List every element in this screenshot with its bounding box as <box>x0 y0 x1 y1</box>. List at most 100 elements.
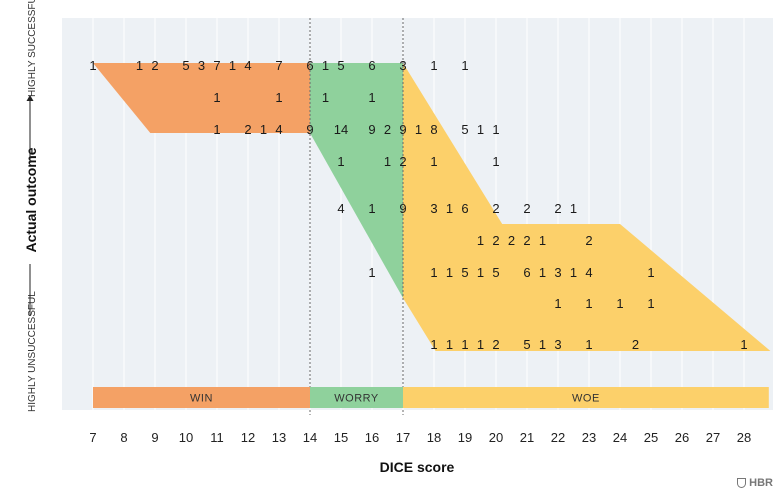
x-tick-label: 28 <box>737 430 751 445</box>
count-label: 1 <box>384 154 391 169</box>
count-label: 5 <box>182 58 189 73</box>
count-label: 1 <box>368 201 375 216</box>
x-tick-label: 20 <box>489 430 503 445</box>
count-label: 2 <box>492 233 499 248</box>
count-label: 6 <box>461 201 468 216</box>
count-label: 2 <box>399 154 406 169</box>
count-label: 2 <box>554 201 561 216</box>
x-tick-label: 26 <box>675 430 689 445</box>
x-tick-label: 21 <box>520 430 534 445</box>
count-label: 1 <box>492 122 499 137</box>
x-tick-label: 7 <box>89 430 96 445</box>
count-label: 5 <box>523 337 530 352</box>
woe-zone-shape <box>403 63 771 351</box>
count-label: 1 <box>260 122 267 137</box>
count-label: 4 <box>275 122 282 137</box>
data-cells: 1 1 2 5 3 7 1 4 7 6 1 5 6 3 1 11 1 1 11 2 1 4 9 14 9 2 9 1 8 5 1 11 1 2 1 1… <box>89 58 747 352</box>
brand-logo: HBR <box>737 477 773 489</box>
count-label: 1 <box>322 90 329 105</box>
count-label: 1 <box>430 154 437 169</box>
count-label: 5 <box>461 122 468 137</box>
x-tick-label: 8 <box>120 430 127 445</box>
count-label: 2 <box>492 337 499 352</box>
x-tick-label: 11 <box>210 430 224 445</box>
count-label: 1 <box>585 337 592 352</box>
count-label: 1 <box>647 296 654 311</box>
count-label: 1 <box>322 58 329 73</box>
x-tick-label: 25 <box>644 430 658 445</box>
x-tick-label: 19 <box>458 430 472 445</box>
count-label: 1 <box>136 58 143 73</box>
count-label: 3 <box>198 58 205 73</box>
count-label: 5 <box>461 265 468 280</box>
count-label: 2 <box>508 233 515 248</box>
count-label: 1 <box>539 233 546 248</box>
count-label: 9 <box>306 122 313 137</box>
count-label: 1 <box>461 58 468 73</box>
x-axis-title: DICE score <box>380 459 455 475</box>
x-tick-label: 12 <box>241 430 255 445</box>
count-label: 7 <box>213 58 220 73</box>
count-label: 1 <box>740 337 747 352</box>
shield-icon <box>737 478 747 488</box>
zone-label-woe: WOE <box>572 393 600 405</box>
count-label: 8 <box>430 122 437 137</box>
count-label: 1 <box>275 90 282 105</box>
count-label: 1 <box>585 296 592 311</box>
x-tick-label: 22 <box>551 430 565 445</box>
count-label: 1 <box>539 337 546 352</box>
count-label: 2 <box>244 122 251 137</box>
zone-bar-woe <box>403 387 769 408</box>
count-label: 3 <box>554 337 561 352</box>
count-label: 6 <box>306 58 313 73</box>
count-label: 5 <box>337 58 344 73</box>
zone-bar-win <box>93 387 310 408</box>
worry-zone-shape <box>310 63 403 298</box>
count-label: 1 <box>415 122 422 137</box>
count-label: 1 <box>368 90 375 105</box>
x-tick-label: 14 <box>303 430 317 445</box>
count-label: 1 <box>477 233 484 248</box>
count-label: 2 <box>585 233 592 248</box>
count-label: 1 <box>368 265 375 280</box>
count-label: 2 <box>384 122 391 137</box>
y-axis-title: Actual outcome <box>23 147 39 252</box>
zone-bar-worry <box>310 387 403 408</box>
x-tick-label: 10 <box>179 430 193 445</box>
brand-name: HBR <box>749 477 773 489</box>
count-label: 1 <box>477 265 484 280</box>
zone-bar: WIN WORRY WOE <box>93 387 769 408</box>
count-label: 4 <box>585 265 592 280</box>
count-label: 1 <box>89 58 96 73</box>
count-label: 6 <box>523 265 530 280</box>
count-label: 1 <box>213 122 220 137</box>
y-top-label: HIGHLY SUCCESSFUL <box>27 0 38 97</box>
win-zone-shape <box>93 63 310 133</box>
count-label: 3 <box>430 201 437 216</box>
count-label: 1 <box>554 296 561 311</box>
count-label: 2 <box>523 201 530 216</box>
count-label: 14 <box>334 122 348 137</box>
count-label: 4 <box>337 201 344 216</box>
count-label: 2 <box>632 337 639 352</box>
count-label: 1 <box>492 154 499 169</box>
x-tick-label: 9 <box>151 430 158 445</box>
count-label: 4 <box>244 58 251 73</box>
count-label: 5 <box>492 265 499 280</box>
count-label: 1 <box>446 265 453 280</box>
count-label: 1 <box>337 154 344 169</box>
x-tick-label: 24 <box>613 430 627 445</box>
count-label: 1 <box>570 265 577 280</box>
count-label: 9 <box>399 122 406 137</box>
zone-label-worry: WORRY <box>334 393 379 405</box>
zone-shapes <box>93 63 771 351</box>
x-tick-label: 16 <box>365 430 379 445</box>
x-tick-label: 17 <box>396 430 410 445</box>
x-tick-label: 15 <box>334 430 348 445</box>
count-label: 1 <box>461 337 468 352</box>
count-label: 1 <box>213 90 220 105</box>
count-label: 2 <box>492 201 499 216</box>
count-label: 1 <box>539 265 546 280</box>
count-label: 1 <box>477 337 484 352</box>
count-label: 7 <box>275 58 282 73</box>
